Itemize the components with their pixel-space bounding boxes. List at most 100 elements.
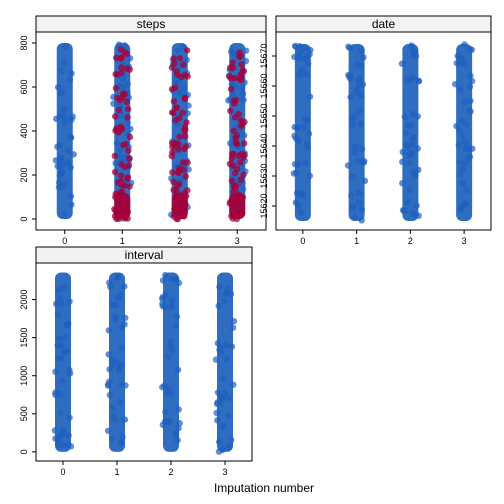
- series-observed-column-1: [104, 272, 129, 452]
- data-point-observed: [117, 361, 125, 368]
- y-tick-label: 0: [19, 449, 29, 454]
- data-point-imputed: [178, 193, 185, 200]
- data-point-observed: [345, 43, 352, 50]
- data-point-observed: [414, 145, 421, 152]
- data-point-observed: [105, 327, 113, 334]
- data-point-observed: [57, 409, 64, 416]
- data-point-observed: [409, 210, 416, 217]
- data-point-imputed: [175, 146, 182, 153]
- y-tick-label: 800: [19, 35, 29, 50]
- data-point-observed: [117, 146, 124, 154]
- data-point-observed: [70, 151, 77, 158]
- data-point-observed: [410, 169, 417, 176]
- data-point-observed: [228, 48, 235, 55]
- data-point-observed: [356, 75, 363, 82]
- data-point-imputed: [184, 159, 191, 166]
- data-point-observed: [60, 431, 67, 438]
- data-point-imputed: [227, 85, 235, 93]
- data-point-imputed: [122, 214, 129, 221]
- data-point-observed: [172, 430, 180, 437]
- data-point-observed: [354, 61, 361, 68]
- panel-steps: steps 0 1 2 3 0 200 400 600 800: [19, 15, 267, 246]
- data-point-imputed: [117, 55, 124, 62]
- data-point-observed: [58, 300, 66, 308]
- data-point-observed: [404, 198, 411, 206]
- data-point-observed: [126, 55, 134, 62]
- data-point-observed: [110, 100, 117, 107]
- data-point-observed: [298, 66, 305, 73]
- data-point-observed: [215, 448, 223, 455]
- data-point-observed: [296, 49, 304, 56]
- data-point-observed: [356, 199, 363, 206]
- data-point-observed: [463, 186, 470, 194]
- data-point-imputed: [117, 46, 124, 53]
- x-tick-label: 1: [354, 236, 359, 246]
- data-point-observed: [58, 355, 65, 363]
- data-point-imputed: [121, 163, 128, 171]
- data-point-observed: [291, 53, 298, 61]
- data-point-observed: [67, 134, 75, 141]
- x-tick-label: 0: [60, 467, 65, 477]
- data-point-imputed: [123, 199, 130, 206]
- data-point-observed: [115, 273, 123, 280]
- data-point-observed: [344, 162, 352, 169]
- data-point-observed: [399, 148, 406, 156]
- data-point-imputed: [226, 200, 233, 207]
- data-point-observed: [168, 297, 175, 304]
- data-point-observed: [67, 193, 75, 200]
- data-point-observed: [469, 145, 476, 152]
- data-point-imputed: [126, 66, 133, 73]
- panel-interval: interval 0 1 2 3 0 500 1000 1500 2000: [19, 246, 253, 477]
- data-point-observed: [110, 413, 117, 420]
- data-point-imputed: [124, 175, 131, 182]
- data-point-imputed: [240, 154, 247, 161]
- y-tick-label: 200: [19, 167, 29, 182]
- y-tick-label: 15670: [259, 43, 269, 68]
- data-point-imputed: [229, 215, 236, 222]
- data-point-observed: [467, 97, 474, 105]
- data-point-observed: [349, 173, 356, 180]
- data-point-observed: [175, 279, 183, 287]
- data-point-imputed: [170, 98, 178, 105]
- data-point-observed: [124, 81, 131, 88]
- data-point-observed: [226, 444, 233, 451]
- data-point-observed: [295, 202, 302, 209]
- y-tick-label: 500: [19, 406, 29, 421]
- data-point-observed: [220, 422, 227, 429]
- data-point-observed: [356, 107, 363, 115]
- data-point-observed: [121, 42, 128, 49]
- data-point-observed: [467, 72, 474, 80]
- data-point-observed: [109, 361, 116, 369]
- data-point-observed: [61, 181, 68, 188]
- data-point-observed: [459, 118, 466, 125]
- data-point-observed: [459, 132, 466, 140]
- y-tick-label: 400: [19, 123, 29, 138]
- data-point-observed: [162, 271, 169, 279]
- data-point-imputed: [182, 143, 190, 150]
- data-point-observed: [297, 190, 305, 197]
- data-point-observed: [161, 303, 168, 311]
- points-layer: [51, 271, 238, 455]
- data-point-imputed: [238, 61, 245, 68]
- data-point-observed: [305, 130, 313, 138]
- data-point-observed: [223, 341, 230, 349]
- data-point-observed: [456, 159, 463, 166]
- data-point-imputed: [176, 165, 183, 172]
- data-point-observed: [401, 113, 408, 120]
- y-tick-label: 15660: [259, 73, 269, 98]
- data-point-observed: [121, 416, 129, 423]
- data-point-observed: [161, 382, 168, 389]
- data-point-observed: [414, 113, 421, 120]
- data-point-observed: [291, 123, 298, 131]
- data-point-imputed: [112, 113, 119, 120]
- data-point-observed: [66, 76, 74, 84]
- data-point-observed: [65, 432, 72, 439]
- data-point-observed: [228, 343, 236, 350]
- data-point-observed: [466, 153, 474, 161]
- data-point-imputed: [172, 194, 180, 201]
- data-point-imputed: [174, 203, 181, 210]
- data-point-imputed: [230, 162, 237, 169]
- data-point-imputed: [237, 176, 244, 183]
- data-point-imputed: [111, 152, 119, 160]
- data-point-imputed: [229, 59, 236, 66]
